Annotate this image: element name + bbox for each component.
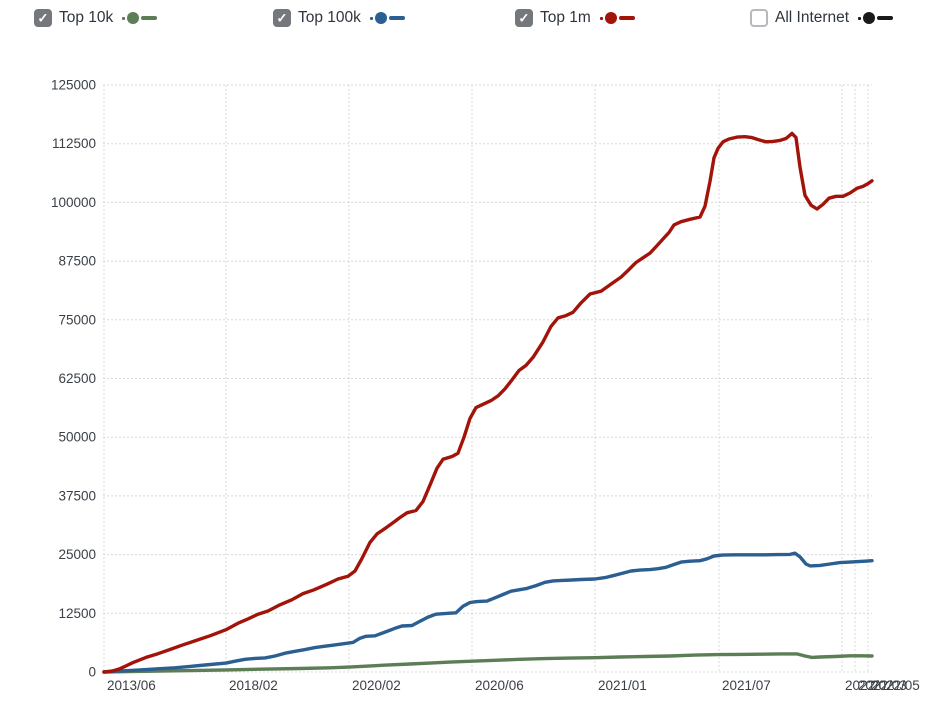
x-tick-label: 2021/07 [722, 678, 771, 693]
marker-circle-icon [374, 12, 387, 24]
check-icon: ✓ [37, 10, 49, 25]
check-icon: ✓ [518, 10, 530, 25]
legend-item-top-10k[interactable]: ✓ Top 10k [34, 6, 158, 30]
legend-item-top-1m[interactable]: ✓ Top 1m [515, 6, 635, 30]
series-line-top-10k[interactable] [102, 652, 874, 674]
marker-circle-icon [604, 12, 617, 24]
legend-label-top-100k: Top 100k [298, 9, 361, 26]
series-marker-top-100k [369, 12, 405, 24]
y-tick-label: 50000 [58, 430, 96, 445]
y-tick-label: 0 [88, 665, 96, 680]
marker-dot-icon [599, 16, 603, 20]
marker-dash-icon [877, 15, 894, 21]
y-tick-label: 112500 [52, 136, 96, 151]
y-tick-label: 25000 [58, 547, 96, 562]
x-tick-label: 2022/02 [845, 678, 894, 693]
y-tick-label: 125000 [51, 78, 96, 93]
x-tick-label: 2013/06 [107, 678, 156, 693]
marker-dash-icon [388, 15, 405, 21]
series-marker-top-10k [122, 12, 158, 24]
x-tick-label: 2021/01 [598, 678, 647, 693]
y-tick-label: 37500 [58, 488, 96, 503]
series-lines [102, 131, 874, 674]
vertical-gridlines [103, 85, 869, 672]
legend-label-all-internet: All Internet [775, 9, 850, 26]
y-tick-label: 100000 [51, 195, 96, 210]
marker-dot-icon [858, 16, 862, 20]
checkbox-top-100k[interactable]: ✓ [273, 9, 291, 27]
y-axis-tick-labels: 0 12500 25000 37500 50000 62500 75000 87500 1000… [51, 78, 96, 680]
checkbox-top-10k[interactable]: ✓ [34, 9, 52, 27]
x-tick-label: 2020/02 [352, 678, 401, 693]
legend-item-top-100k[interactable]: ✓ Top 100k [273, 6, 405, 30]
series-marker-all-internet [858, 12, 894, 24]
legend-item-all-internet[interactable]: All Internet [750, 6, 894, 30]
marker-circle-icon [127, 12, 140, 24]
checkbox-top-1m[interactable]: ✓ [515, 9, 533, 27]
y-tick-label: 75000 [58, 312, 96, 327]
marker-dash-icon [141, 15, 158, 21]
x-axis-tick-labels: 2013/06 2018/02 2020/02 2020/06 2021/01 2021/… [107, 678, 920, 693]
legend-label-top-1m: Top 1m [540, 9, 591, 26]
legend-label-top-10k: Top 10k [59, 9, 114, 26]
check-icon: ✓ [276, 10, 288, 25]
series-line-top-100k[interactable] [102, 551, 874, 674]
x-tick-label: 2018/02 [229, 678, 278, 693]
y-tick-label: 87500 [58, 254, 96, 269]
checkbox-all-internet[interactable] [750, 9, 768, 27]
x-tick-label: 2022/05 [871, 678, 920, 693]
y-tick-label: 12500 [58, 606, 96, 621]
marker-dot-icon [369, 16, 373, 20]
marker-circle-icon [863, 12, 876, 24]
y-tick-label: 62500 [58, 371, 96, 386]
marker-dash-icon [618, 15, 635, 21]
series-line-top-1m[interactable] [102, 131, 874, 674]
horizontal-gridlines [103, 84, 872, 673]
series-marker-top-1m [599, 12, 635, 24]
marker-dot-icon [122, 16, 126, 20]
x-tick-label: 2022/03 [858, 678, 907, 693]
x-tick-label: 2020/06 [475, 678, 524, 693]
